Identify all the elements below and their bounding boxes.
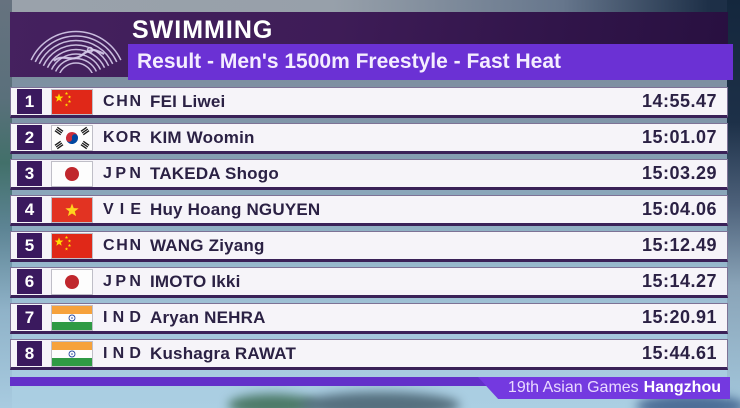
result-time: 15:12.49 xyxy=(641,235,717,255)
result-time: 14:55.47 xyxy=(641,91,717,111)
flag-ind-icon xyxy=(52,341,92,366)
athlete-name: TAKEDA Shogo xyxy=(150,163,279,183)
result-time: 15:01.07 xyxy=(641,127,717,147)
rank-badge: 2 xyxy=(17,125,42,150)
flag-chn-icon xyxy=(52,233,92,258)
athlete-name: FEI Liwei xyxy=(150,91,226,111)
background-blob xyxy=(300,392,460,408)
result-time: 15:03.29 xyxy=(641,163,717,183)
flag-ind-icon xyxy=(52,305,92,330)
result-time: 15:04.06 xyxy=(641,199,717,219)
games-branding: 19th Asian Games Hangzhou xyxy=(478,377,730,399)
footer-bar xyxy=(10,377,730,386)
host-city: Hangzhou xyxy=(643,379,721,396)
background-photo-top xyxy=(0,0,740,13)
background-photo-left xyxy=(0,0,12,408)
result-time: 15:20.91 xyxy=(641,307,717,327)
athlete-name: Aryan NEHRA xyxy=(150,307,266,327)
athlete-name: Huy Hoang NGUYEN xyxy=(150,199,321,219)
background-blob xyxy=(228,394,318,408)
result-time: 15:44.61 xyxy=(641,343,717,363)
rank-badge: 4 xyxy=(17,197,42,222)
flag-vie-icon xyxy=(52,197,92,222)
flag-chn-icon xyxy=(52,89,92,114)
games-name: 19th Asian Games xyxy=(507,379,639,396)
rank-badge: 6 xyxy=(17,269,42,294)
flag-jpn-icon xyxy=(52,269,92,294)
asian-games-emblem-icon xyxy=(30,30,122,73)
sport-title: SWIMMING xyxy=(132,16,274,44)
athlete-name: Kushagra RAWAT xyxy=(150,343,297,363)
athlete-name: IMOTO Ikki xyxy=(150,271,241,291)
flag-jpn-icon xyxy=(52,161,92,186)
rank-badge: 7 xyxy=(17,305,42,330)
athlete-name: WANG Ziyang xyxy=(150,235,265,255)
rank-badge: 3 xyxy=(17,161,42,186)
event-subtitle-bar: Result - Men's 1500m Freestyle - Fast He… xyxy=(128,44,733,80)
flag-kor-icon xyxy=(52,125,92,150)
result-time: 15:14.27 xyxy=(641,271,717,291)
rank-badge: 8 xyxy=(17,341,42,366)
athlete-name: KIM Woomin xyxy=(150,127,255,147)
rank-badge: 5 xyxy=(17,233,42,258)
event-subtitle: Result - Men's 1500m Freestyle - Fast He… xyxy=(137,50,561,73)
rank-badge: 1 xyxy=(17,89,42,114)
background-photo-right xyxy=(727,0,740,408)
